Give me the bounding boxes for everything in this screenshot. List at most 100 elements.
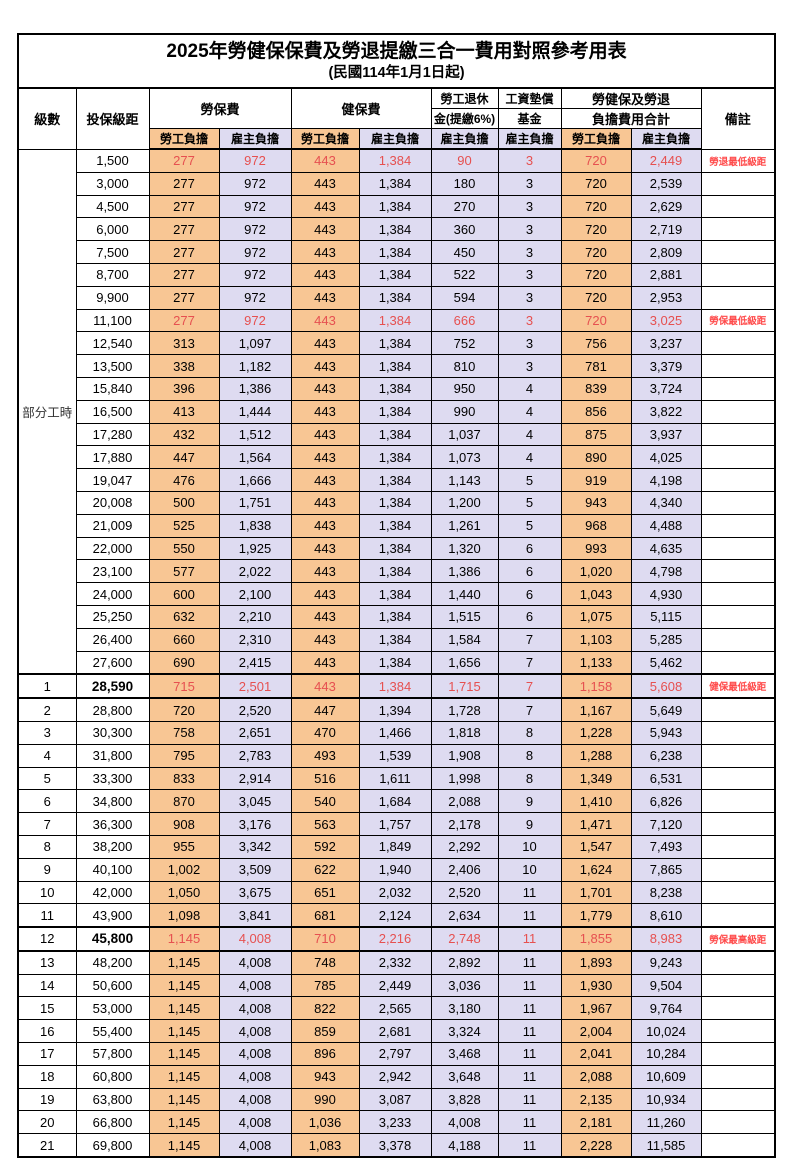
- value-cell: 1,384: [358, 194, 432, 219]
- value-cell: 993: [560, 536, 632, 561]
- value-cell: 1,133: [560, 650, 632, 675]
- value-cell: 795: [148, 743, 220, 768]
- value-cell: 5: [497, 468, 562, 492]
- value-cell: 9,243: [630, 950, 702, 975]
- value-cell: 1,539: [358, 743, 432, 768]
- value-cell: 1,145: [148, 1064, 220, 1089]
- bracket-cell: 57,800: [75, 1042, 150, 1066]
- value-cell: 1,288: [560, 743, 632, 768]
- value-cell: 3,828: [430, 1087, 499, 1112]
- value-cell: 4,008: [218, 1133, 292, 1158]
- value-cell: 443: [290, 308, 360, 333]
- bracket-cell: 38,200: [75, 834, 150, 859]
- value-cell: 1,818: [430, 720, 499, 745]
- table-row: 6,000 277 972 443 1,384 360 3 720 2,719: [18, 217, 776, 242]
- value-cell: 6: [497, 604, 562, 629]
- value-cell: 1,684: [358, 789, 432, 814]
- table-row: 21,009 525 1,838 443 1,384 1,261 5 968 4,488: [18, 513, 776, 538]
- table-row: 12 45,800 1,145 4,008 710 2,216 2,748 11 1,855 8,…: [17, 926, 776, 952]
- bracket-cell: 31,800: [75, 743, 150, 768]
- table-row: 27,600 690 2,415 443 1,384 1,656 7 1,133 5,462: [18, 650, 776, 675]
- table-row: 12,540 313 1,097 443 1,384 752 3 756 3,237: [18, 331, 776, 356]
- note-cell: 勞保最高級距: [700, 926, 776, 952]
- value-cell: 7: [497, 627, 562, 652]
- level-cell: 7: [17, 812, 77, 836]
- value-cell: 955: [148, 834, 220, 859]
- level-cell-part-time: 部分工時: [17, 148, 77, 675]
- bracket-cell: 28,800: [75, 697, 150, 722]
- value-cell: 5,285: [630, 627, 702, 652]
- value-cell: 2,520: [430, 880, 499, 905]
- value-cell: 7: [497, 673, 562, 700]
- note-cell: [700, 468, 776, 492]
- header-row-3: 勞工負擔 雇主負擔 勞工負擔 雇主負擔 雇主負擔 雇主負擔 勞工負擔 雇主負擔: [18, 128, 775, 150]
- note-cell: [700, 1042, 776, 1066]
- subheader-labor-employee: 勞工負擔: [148, 128, 220, 150]
- value-cell: 1,611: [358, 766, 432, 791]
- value-cell: 3,724: [630, 376, 702, 401]
- value-cell: 3,937: [630, 422, 702, 447]
- value-cell: 11: [497, 903, 562, 928]
- value-cell: 443: [290, 513, 360, 538]
- value-cell: 756: [560, 331, 632, 356]
- value-cell: 1,701: [560, 880, 632, 905]
- note-cell: [700, 331, 776, 356]
- col-header-wage-fund-line1: 工資墊償: [497, 87, 562, 109]
- value-cell: 1,384: [358, 582, 432, 606]
- value-cell: 443: [290, 262, 360, 287]
- value-cell: 8: [497, 720, 562, 745]
- value-cell: 8,610: [630, 903, 702, 928]
- value-cell: 7,493: [630, 834, 702, 859]
- value-cell: 1,564: [218, 445, 292, 470]
- value-cell: 1,410: [560, 789, 632, 814]
- value-cell: 1,083: [290, 1133, 360, 1158]
- subheader-health-employer: 雇主負擔: [358, 128, 432, 150]
- subheader-pension-employer: 雇主負擔: [430, 128, 499, 150]
- value-cell: 2,415: [218, 650, 292, 675]
- value-cell: 1,228: [560, 720, 632, 745]
- value-cell: 11: [497, 950, 562, 975]
- value-cell: 3: [497, 308, 562, 333]
- note-cell: [700, 627, 776, 652]
- value-cell: 1,967: [560, 996, 632, 1021]
- value-cell: 1,515: [430, 604, 499, 629]
- bracket-cell: 15,840: [75, 376, 150, 401]
- value-cell: 990: [290, 1087, 360, 1112]
- value-cell: 563: [290, 812, 360, 836]
- value-cell: 972: [218, 217, 292, 242]
- bracket-cell: 69,800: [75, 1133, 150, 1158]
- value-cell: 3: [497, 148, 562, 173]
- value-cell: 6,531: [630, 766, 702, 791]
- value-cell: 1,908: [430, 743, 499, 768]
- value-cell: 4,340: [630, 490, 702, 515]
- value-cell: 10,024: [630, 1019, 702, 1044]
- value-cell: 1,200: [430, 490, 499, 515]
- col-header-health-insurance: 健保費: [290, 87, 432, 129]
- value-cell: 592: [290, 834, 360, 859]
- value-cell: 5: [497, 513, 562, 538]
- value-cell: 4,008: [218, 1087, 292, 1112]
- value-cell: 447: [290, 697, 360, 722]
- value-cell: 972: [218, 194, 292, 219]
- table-title-cell: 2025年勞健保保費及勞退提繳三合一費用對照參考用表 (民國114年1月1日起): [17, 33, 776, 89]
- value-cell: 720: [560, 308, 632, 333]
- bracket-cell: 30,300: [75, 720, 150, 745]
- level-cell: 13: [17, 950, 77, 975]
- value-cell: 1,656: [430, 650, 499, 675]
- table-row: 17,880 447 1,564 443 1,384 1,073 4 890 4,025: [18, 445, 776, 470]
- value-cell: 11,585: [630, 1133, 702, 1158]
- note-cell: [700, 422, 776, 447]
- value-cell: 360: [430, 217, 499, 242]
- note-cell: [700, 1087, 776, 1112]
- value-cell: 681: [290, 903, 360, 928]
- value-cell: 1,384: [358, 331, 432, 356]
- value-cell: 443: [290, 559, 360, 584]
- value-cell: 2,953: [630, 285, 702, 310]
- value-cell: 493: [290, 743, 360, 768]
- value-cell: 4,008: [218, 926, 292, 952]
- note-cell: [700, 217, 776, 242]
- note-cell: 勞保最低級距: [700, 308, 776, 333]
- note-cell: [700, 604, 776, 629]
- value-cell: 7: [497, 697, 562, 722]
